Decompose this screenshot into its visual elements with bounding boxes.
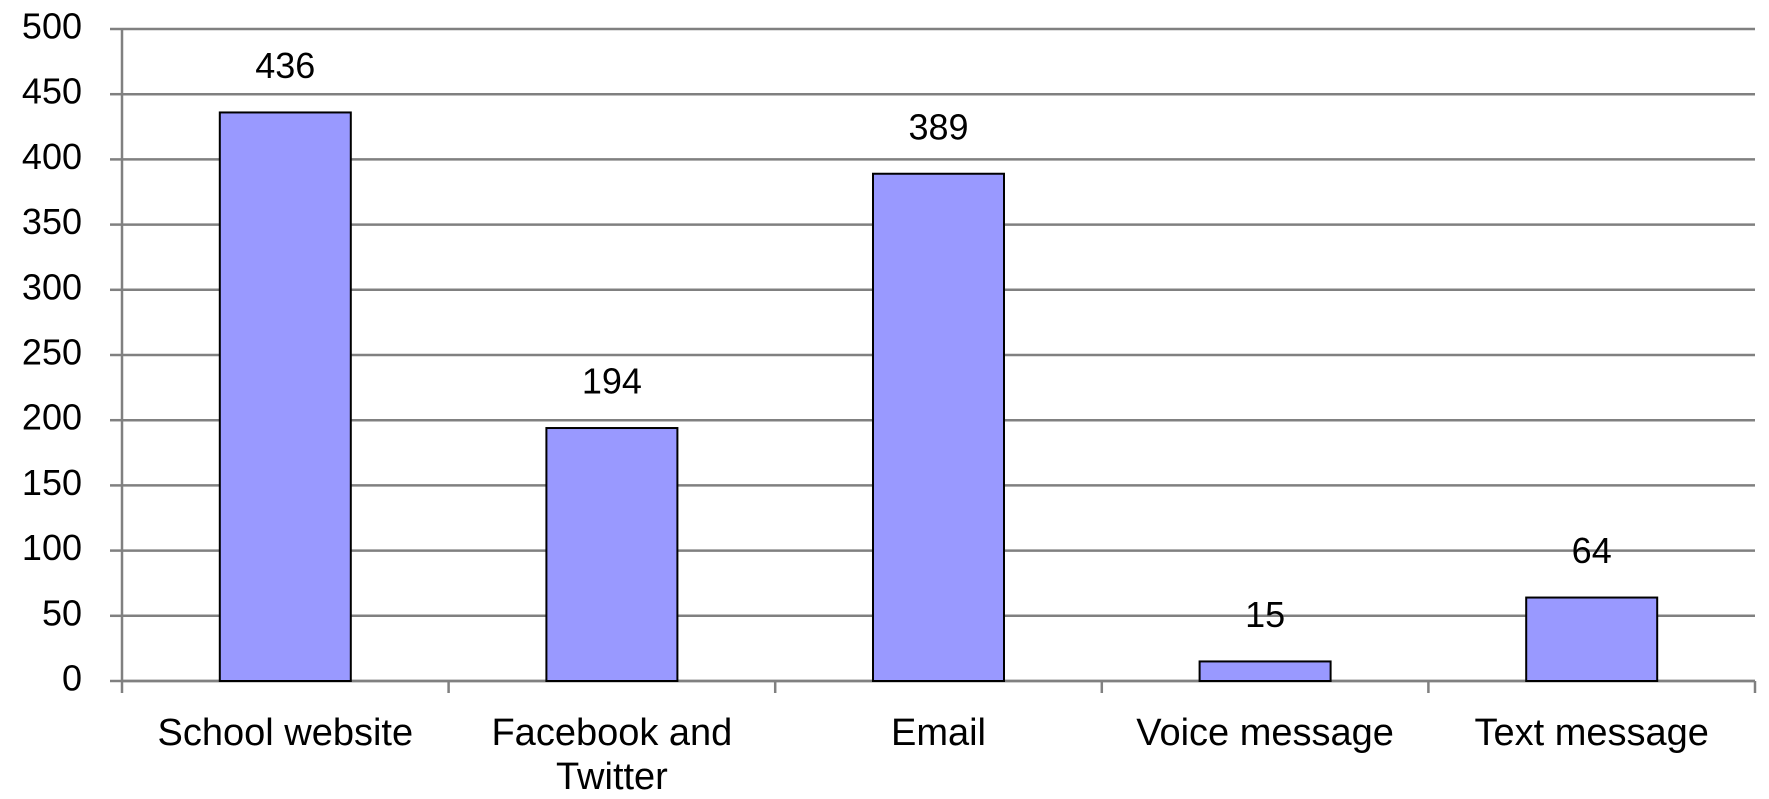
y-tick-label: 450 bbox=[22, 71, 82, 112]
data-label: 15 bbox=[1245, 594, 1285, 635]
bar bbox=[545, 427, 679, 682]
y-tick-label: 350 bbox=[22, 201, 82, 242]
y-tick-label: 200 bbox=[22, 397, 82, 438]
y-tick-label: 50 bbox=[42, 592, 82, 633]
y-tick-label: 250 bbox=[22, 332, 82, 373]
y-tick-label: 400 bbox=[22, 136, 82, 177]
bar bbox=[218, 111, 352, 683]
x-tick-label: School website bbox=[157, 712, 414, 754]
data-label: 436 bbox=[255, 45, 315, 86]
data-label: 389 bbox=[908, 106, 968, 147]
y-tick-label: 150 bbox=[22, 462, 82, 503]
bar bbox=[872, 172, 1005, 683]
y-tick-label: 0 bbox=[62, 658, 82, 699]
bar bbox=[1198, 660, 1332, 683]
x-tick-label: Voice message bbox=[1136, 712, 1394, 754]
data-label: 194 bbox=[582, 361, 642, 402]
y-tick-label: 300 bbox=[22, 266, 82, 307]
x-tick-label: Facebook and Twitter bbox=[491, 712, 733, 798]
y-tick-label: 100 bbox=[22, 527, 82, 568]
x-tick-label: Email bbox=[890, 712, 986, 754]
data-label: 64 bbox=[1572, 530, 1612, 571]
x-tick-label: Text message bbox=[1474, 712, 1709, 754]
y-tick-label: 500 bbox=[22, 6, 82, 47]
bar bbox=[1525, 596, 1659, 683]
